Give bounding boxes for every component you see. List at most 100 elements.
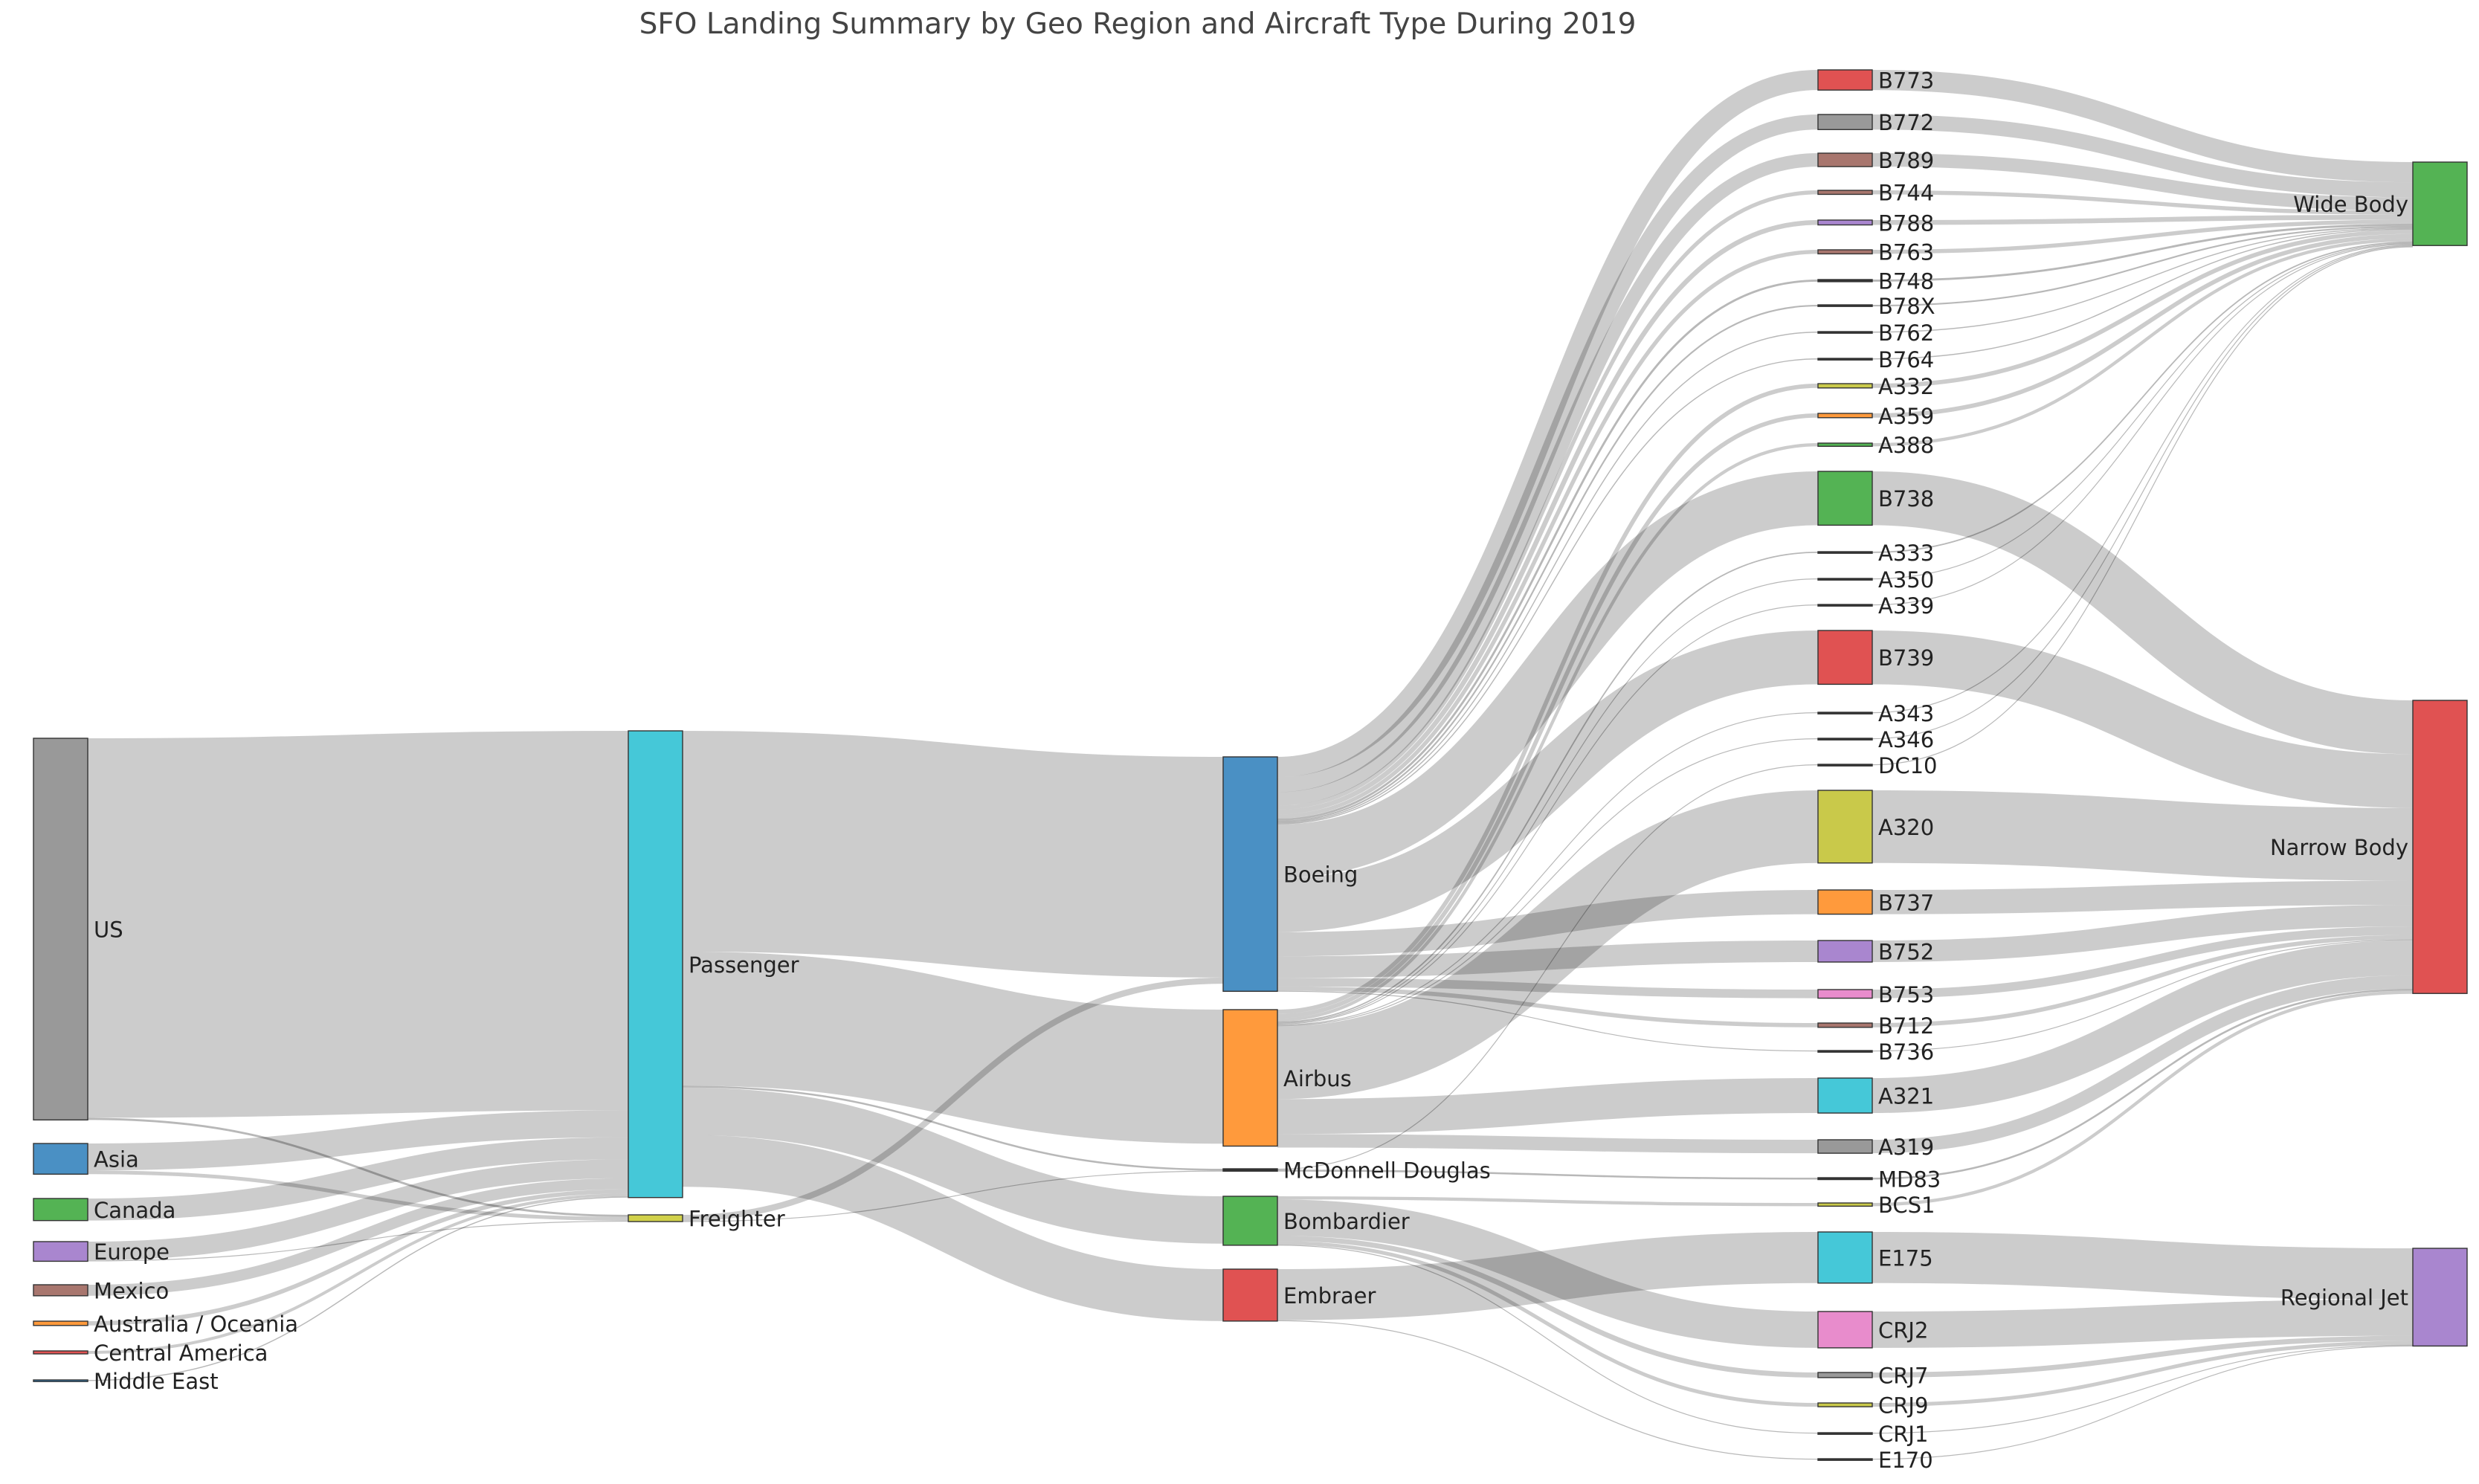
sankey-node-bar-a350[interactable] (1817, 578, 1873, 581)
sankey-link-boeing-to-b762[interactable] (1277, 332, 1819, 824)
sankey-link-airbus-to-a388[interactable] (1277, 443, 1819, 1022)
sankey-link-bombardier-to-crj7[interactable] (1277, 1236, 1819, 1378)
sankey-node-bar-b738[interactable] (1817, 471, 1873, 526)
sankey-link-b738-to-narrow-body[interactable] (1872, 471, 2414, 755)
sankey-link-airbus-to-a343[interactable] (1277, 712, 1819, 1026)
sankey-node-bar-embraer[interactable] (1222, 1268, 1278, 1322)
sankey-link-boeing-to-b764[interactable] (1277, 358, 1819, 825)
sankey-node-narrow-body[interactable]: Narrow Body (2270, 700, 2468, 994)
sankey-node-bar-crj2[interactable] (1817, 1311, 1873, 1349)
sankey-link-boeing-to-b773[interactable] (1277, 70, 1819, 778)
sankey-link-boeing-to-b739[interactable] (1277, 630, 1819, 932)
sankey-node-airbus[interactable]: Airbus (1222, 1009, 1352, 1147)
sankey-node-bar-b752[interactable] (1817, 940, 1873, 963)
sankey-link-b764-to-wide-body[interactable] (1872, 228, 2414, 360)
sankey-link-b78x-to-wide-body[interactable] (1872, 225, 2414, 307)
sankey-node-b764[interactable]: B764 (1817, 347, 1934, 372)
sankey-node-bar-regional-jet[interactable] (2412, 1248, 2468, 1347)
sankey-node-b739[interactable]: B739 (1817, 630, 1934, 685)
sankey-link-b736-to-narrow-body[interactable] (1872, 939, 2414, 1052)
sankey-link-mexico-to-passenger[interactable] (87, 1178, 629, 1296)
sankey-node-bar-a320[interactable] (1817, 790, 1873, 864)
sankey-link-a343-to-wide-body[interactable] (1872, 245, 2414, 714)
sankey-node-bar-b763[interactable] (1817, 249, 1873, 255)
sankey-node-bar-middle-east[interactable] (33, 1379, 88, 1382)
sankey-node-b763[interactable]: B763 (1817, 240, 1934, 265)
sankey-node-mexico[interactable]: Mexico (33, 1278, 169, 1303)
sankey-link-b788-to-wide-body[interactable] (1872, 214, 2414, 225)
sankey-link-crj1-to-regional-jet[interactable] (1872, 1344, 2414, 1434)
sankey-node-bar-b78x[interactable] (1817, 304, 1873, 307)
sankey-link-b789-to-wide-body[interactable] (1872, 153, 2414, 211)
sankey-node-a350[interactable]: A350 (1817, 567, 1934, 593)
sankey-link-asia-to-passenger[interactable] (87, 1110, 629, 1171)
sankey-link-b772-to-wide-body[interactable] (1872, 114, 2414, 198)
sankey-link-a346-to-wide-body[interactable] (1872, 245, 2414, 740)
sankey-link-b748-to-wide-body[interactable] (1872, 223, 2414, 282)
sankey-link-central-america-to-passenger[interactable] (87, 1193, 629, 1354)
sankey-link-boeing-to-b737[interactable] (1277, 890, 1819, 957)
sankey-link-b744-to-wide-body[interactable] (1872, 190, 2414, 215)
sankey-node-central-america[interactable]: Central America (33, 1341, 268, 1366)
sankey-node-a343[interactable]: A343 (1817, 701, 1934, 726)
sankey-node-b789[interactable]: B789 (1817, 148, 1934, 173)
sankey-link-airbus-to-a333[interactable] (1277, 552, 1819, 1023)
sankey-link-airbus-to-a339[interactable] (1277, 604, 1819, 1025)
sankey-node-bar-a339[interactable] (1817, 604, 1873, 607)
sankey-node-bar-b739[interactable] (1817, 630, 1873, 685)
sankey-node-b737[interactable]: B737 (1817, 889, 1934, 915)
sankey-node-regional-jet[interactable]: Regional Jet (2280, 1248, 2468, 1347)
sankey-link-freighter-to-boeing[interactable] (682, 977, 1224, 1222)
sankey-link-airbus-to-a320[interactable] (1277, 790, 1819, 1100)
sankey-link-canada-to-passenger[interactable] (87, 1137, 629, 1221)
sankey-link-boeing-to-b772[interactable] (1277, 114, 1819, 793)
sankey-link-a350-to-wide-body[interactable] (1872, 242, 2414, 580)
sankey-node-asia[interactable]: Asia (33, 1143, 139, 1175)
sankey-node-crj1[interactable]: CRJ1 (1817, 1422, 1928, 1447)
sankey-link-passenger-to-bombardier[interactable] (682, 1087, 1224, 1244)
sankey-node-bar-us[interactable] (33, 738, 88, 1121)
sankey-node-a333[interactable]: A333 (1817, 541, 1934, 566)
sankey-node-a321[interactable]: A321 (1817, 1077, 1934, 1114)
sankey-node-b738[interactable]: B738 (1817, 471, 1934, 526)
sankey-link-b773-to-wide-body[interactable] (1872, 70, 2414, 183)
sankey-link-dc10-to-wide-body[interactable] (1872, 246, 2414, 766)
sankey-node-bar-australia-oceania[interactable] (33, 1320, 88, 1326)
sankey-node-bar-freighter[interactable] (628, 1214, 683, 1222)
sankey-node-a319[interactable]: A319 (1817, 1135, 1934, 1160)
sankey-link-boeing-to-b744[interactable] (1277, 190, 1819, 810)
sankey-node-a332[interactable]: A332 (1817, 374, 1934, 399)
sankey-node-embraer[interactable]: Embraer (1222, 1268, 1376, 1322)
sankey-link-boeing-to-b788[interactable] (1277, 220, 1819, 815)
sankey-link-boeing-to-b736[interactable] (1277, 990, 1819, 1052)
sankey-node-b788[interactable]: B788 (1817, 210, 1934, 236)
sankey-node-b773[interactable]: B773 (1817, 68, 1934, 94)
sankey-node-bar-bombardier[interactable] (1222, 1196, 1278, 1246)
sankey-node-bar-asia[interactable] (33, 1143, 88, 1175)
sankey-node-bar-europe[interactable] (33, 1241, 88, 1262)
sankey-link-boeing-to-b78x[interactable] (1277, 305, 1819, 822)
sankey-node-bar-a332[interactable] (1817, 383, 1873, 389)
sankey-link-crj7-to-regional-jet[interactable] (1872, 1335, 2414, 1378)
sankey-link-boeing-to-b789[interactable] (1277, 153, 1819, 806)
sankey-node-bar-crj7[interactable] (1817, 1372, 1873, 1378)
sankey-link-b763-to-wide-body[interactable] (1872, 219, 2414, 254)
sankey-link-boeing-to-b712[interactable] (1277, 986, 1819, 1027)
sankey-link-a333-to-wide-body[interactable] (1872, 241, 2414, 553)
sankey-node-b752[interactable]: B752 (1817, 939, 1934, 964)
sankey-node-bar-b773[interactable] (1817, 69, 1873, 91)
sankey-link-boeing-to-b738[interactable] (1277, 471, 1819, 879)
sankey-node-b744[interactable]: B744 (1817, 181, 1934, 206)
sankey-node-bar-b737[interactable] (1817, 889, 1873, 915)
sankey-link-boeing-to-b748[interactable] (1277, 280, 1819, 821)
sankey-node-bar-b789[interactable] (1817, 152, 1873, 167)
sankey-node-wide-body[interactable]: Wide Body (2293, 161, 2468, 246)
sankey-node-a339[interactable]: A339 (1817, 593, 1934, 619)
sankey-node-bar-b736[interactable] (1817, 1050, 1873, 1053)
sankey-node-bombardier[interactable]: Bombardier (1222, 1196, 1410, 1246)
sankey-link-a388-to-wide-body[interactable] (1872, 238, 2414, 447)
sankey-node-bar-passenger[interactable] (628, 730, 683, 1199)
sankey-node-bar-e175[interactable] (1817, 1231, 1873, 1284)
sankey-node-bar-a321[interactable] (1817, 1077, 1873, 1114)
sankey-node-a320[interactable]: A320 (1817, 790, 1934, 864)
